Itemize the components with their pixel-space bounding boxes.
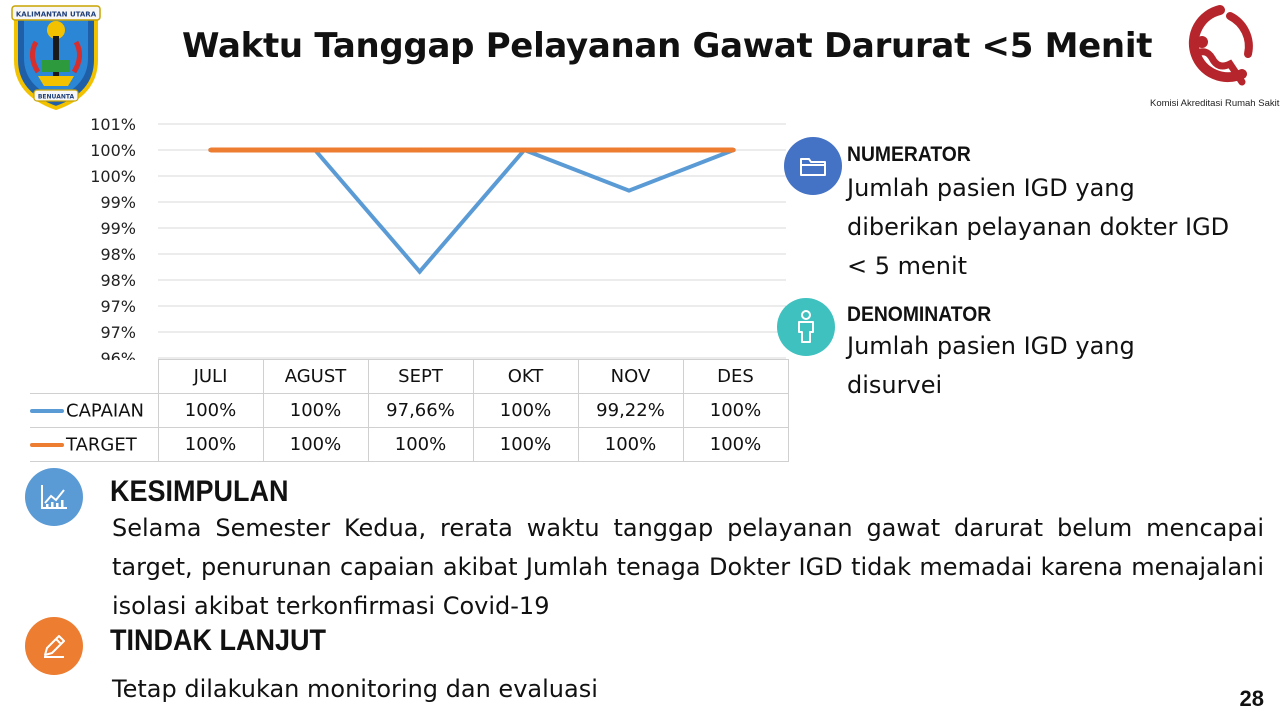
slide-title: Waktu Tanggap Pelayanan Gawat Darurat <5…	[182, 26, 1153, 66]
data-cell: 100%	[577, 427, 684, 462]
denominator-line: disurvei	[847, 371, 943, 399]
data-cell: 100%	[157, 393, 264, 428]
data-cell: 100%	[157, 427, 264, 462]
table-row: CAPAIAN 100% 100% 97,66% 100% 99,22% 100…	[30, 393, 789, 428]
kabupaten-bulungan-crest-icon: KALIMANTAN UTARA BENUANTA	[11, 5, 101, 111]
tindak-lanjut-heading: TINDAK LANJUT	[110, 624, 326, 657]
category-label: DES	[682, 359, 789, 394]
category-label: SEPT	[367, 359, 474, 394]
data-point-target	[627, 148, 631, 152]
y-tick-label: 99%	[100, 193, 136, 212]
legend-target: TARGET	[30, 427, 159, 462]
crest-banner-top: KALIMANTAN UTARA	[16, 11, 97, 19]
data-point-capaian	[627, 188, 631, 193]
data-point-capaian	[417, 269, 422, 274]
data-cell: 97,66%	[367, 393, 474, 428]
denominator-heading: DENOMINATOR	[847, 303, 992, 326]
kesimpulan-text: Selama Semester Kedua, rerata waktu tang…	[112, 514, 1264, 620]
numerator-heading: NUMERATOR	[847, 143, 971, 166]
y-tick-label: 98%	[100, 271, 136, 290]
tindak-lanjut-badge	[25, 617, 83, 675]
legend-line-capaian	[30, 408, 64, 413]
kars-logo-icon	[1188, 5, 1253, 86]
data-cell: 100%	[262, 427, 369, 462]
tindak-lanjut-text: Tetap dilakukan monitoring dan evaluasi	[112, 675, 598, 703]
numerator-line: diberikan pelayanan dokter IGD	[847, 213, 1230, 241]
data-cell: 100%	[367, 427, 474, 462]
kesimpulan-badge	[25, 468, 83, 526]
kars-caption: Komisi Akreditasi Rumah Sakit	[1150, 98, 1280, 109]
y-tick-label: 97%	[100, 323, 136, 342]
table-header-row: JULI AGUST SEPT OKT NOV DES	[30, 359, 789, 394]
denominator-badge	[777, 298, 835, 356]
numerator-line: Jumlah pasien IGD yang	[847, 174, 1135, 202]
table-row: TARGET 100% 100% 100% 100% 100% 100%	[30, 427, 789, 462]
series-line-capaian	[210, 147, 735, 275]
person-icon	[798, 310, 814, 343]
kabupaten-crest-logo: KALIMANTAN UTARA BENUANTA	[8, 2, 104, 111]
line-chart: 101% 100% 100% 99% 99% 98% 98% 97% 97% 96%	[90, 115, 786, 360]
y-tick-label: 98%	[100, 245, 136, 264]
data-point-target	[731, 148, 736, 152]
data-cell: 99,22%	[577, 393, 684, 428]
crest-banner-bottom: BENUANTA	[38, 94, 75, 101]
numerator-text: Jumlah pasien IGD yang diberikan pelayan…	[847, 169, 1229, 286]
data-cell: 100%	[472, 427, 579, 462]
y-tick-label: 97%	[100, 297, 136, 316]
data-cell: 100%	[682, 393, 789, 428]
chart-data-table: JULI AGUST SEPT OKT NOV DES CAPAIAN 100%…	[30, 359, 789, 462]
pencil-icon	[44, 635, 65, 658]
legend-capaian: CAPAIAN	[30, 393, 159, 428]
denominator-text: Jumlah pasien IGD yang disurvei	[847, 327, 1135, 405]
y-tick-label: 99%	[100, 219, 136, 238]
numerator-badge	[784, 137, 842, 195]
category-label: JULI	[157, 359, 264, 394]
data-cell: 100%	[682, 427, 789, 462]
kars-logo: Komisi Akreditasi Rumah Sakit	[1150, 4, 1280, 116]
data-point-target	[522, 148, 527, 152]
y-tick-label: 96%	[100, 349, 136, 360]
category-label: OKT	[472, 359, 579, 394]
numerator-line: < 5 menit	[847, 252, 968, 280]
y-tick-label: 100%	[90, 141, 136, 160]
series-name: CAPAIAN	[66, 400, 144, 422]
category-label: NOV	[577, 359, 684, 394]
data-cell: 100%	[262, 393, 369, 428]
data-point-target	[208, 148, 213, 152]
y-tick-label: 100%	[90, 167, 136, 186]
page-number: 28	[1239, 686, 1264, 711]
data-point-target	[313, 148, 317, 152]
data-point-target	[417, 148, 422, 152]
y-tick-label: 101%	[90, 115, 136, 134]
category-label: AGUST	[262, 359, 369, 394]
data-cell: 100%	[472, 393, 579, 428]
denominator-line: Jumlah pasien IGD yang	[847, 332, 1135, 360]
kesimpulan-heading: KESIMPULAN	[110, 475, 289, 508]
folder-icon	[800, 158, 826, 176]
line-chart-icon	[41, 485, 67, 509]
legend-line-target	[30, 442, 64, 447]
series-name: TARGET	[66, 434, 137, 456]
